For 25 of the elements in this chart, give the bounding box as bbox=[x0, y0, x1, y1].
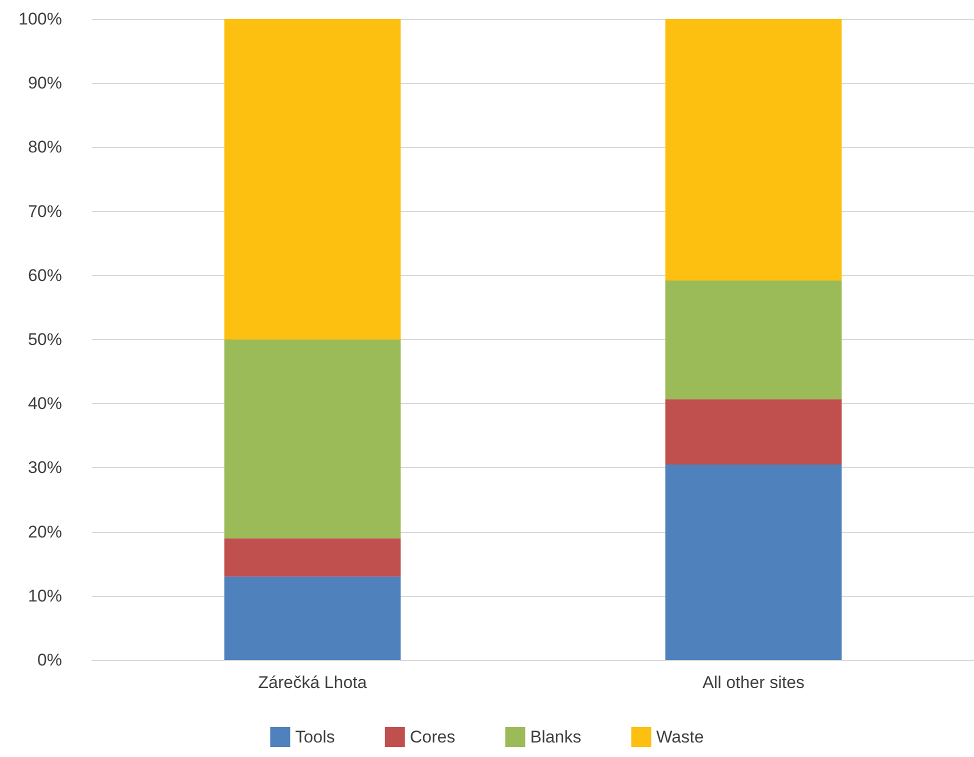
y-tick-label: 100% bbox=[18, 10, 62, 28]
bar bbox=[665, 399, 842, 464]
legend-label: Tools bbox=[295, 728, 335, 746]
y-tick-label: 80% bbox=[28, 138, 62, 157]
y-tick-label: 10% bbox=[28, 586, 62, 606]
bar bbox=[665, 464, 842, 660]
bar bbox=[665, 19, 842, 281]
bar bbox=[224, 340, 401, 538]
y-tick-label: 40% bbox=[28, 394, 62, 414]
bar bbox=[224, 538, 401, 577]
x-tick-label: Zárečká Lhota bbox=[258, 673, 368, 692]
bar bbox=[224, 576, 401, 660]
bar bbox=[224, 19, 401, 340]
y-tick-label: 20% bbox=[28, 522, 62, 542]
y-tick-label: 60% bbox=[28, 266, 62, 285]
y-tick-label: 0% bbox=[37, 650, 62, 670]
y-tick-label: 30% bbox=[28, 458, 62, 478]
x-tick-label: All other sites bbox=[702, 673, 805, 692]
y-tick-label: 50% bbox=[28, 330, 62, 349]
y-tick-label: 90% bbox=[28, 74, 62, 93]
legend-label: Waste bbox=[656, 728, 704, 746]
legend-label: Cores bbox=[410, 728, 456, 746]
bar bbox=[665, 280, 842, 400]
y-tick-label: 70% bbox=[28, 202, 62, 221]
legend-label: Blanks bbox=[530, 728, 582, 746]
